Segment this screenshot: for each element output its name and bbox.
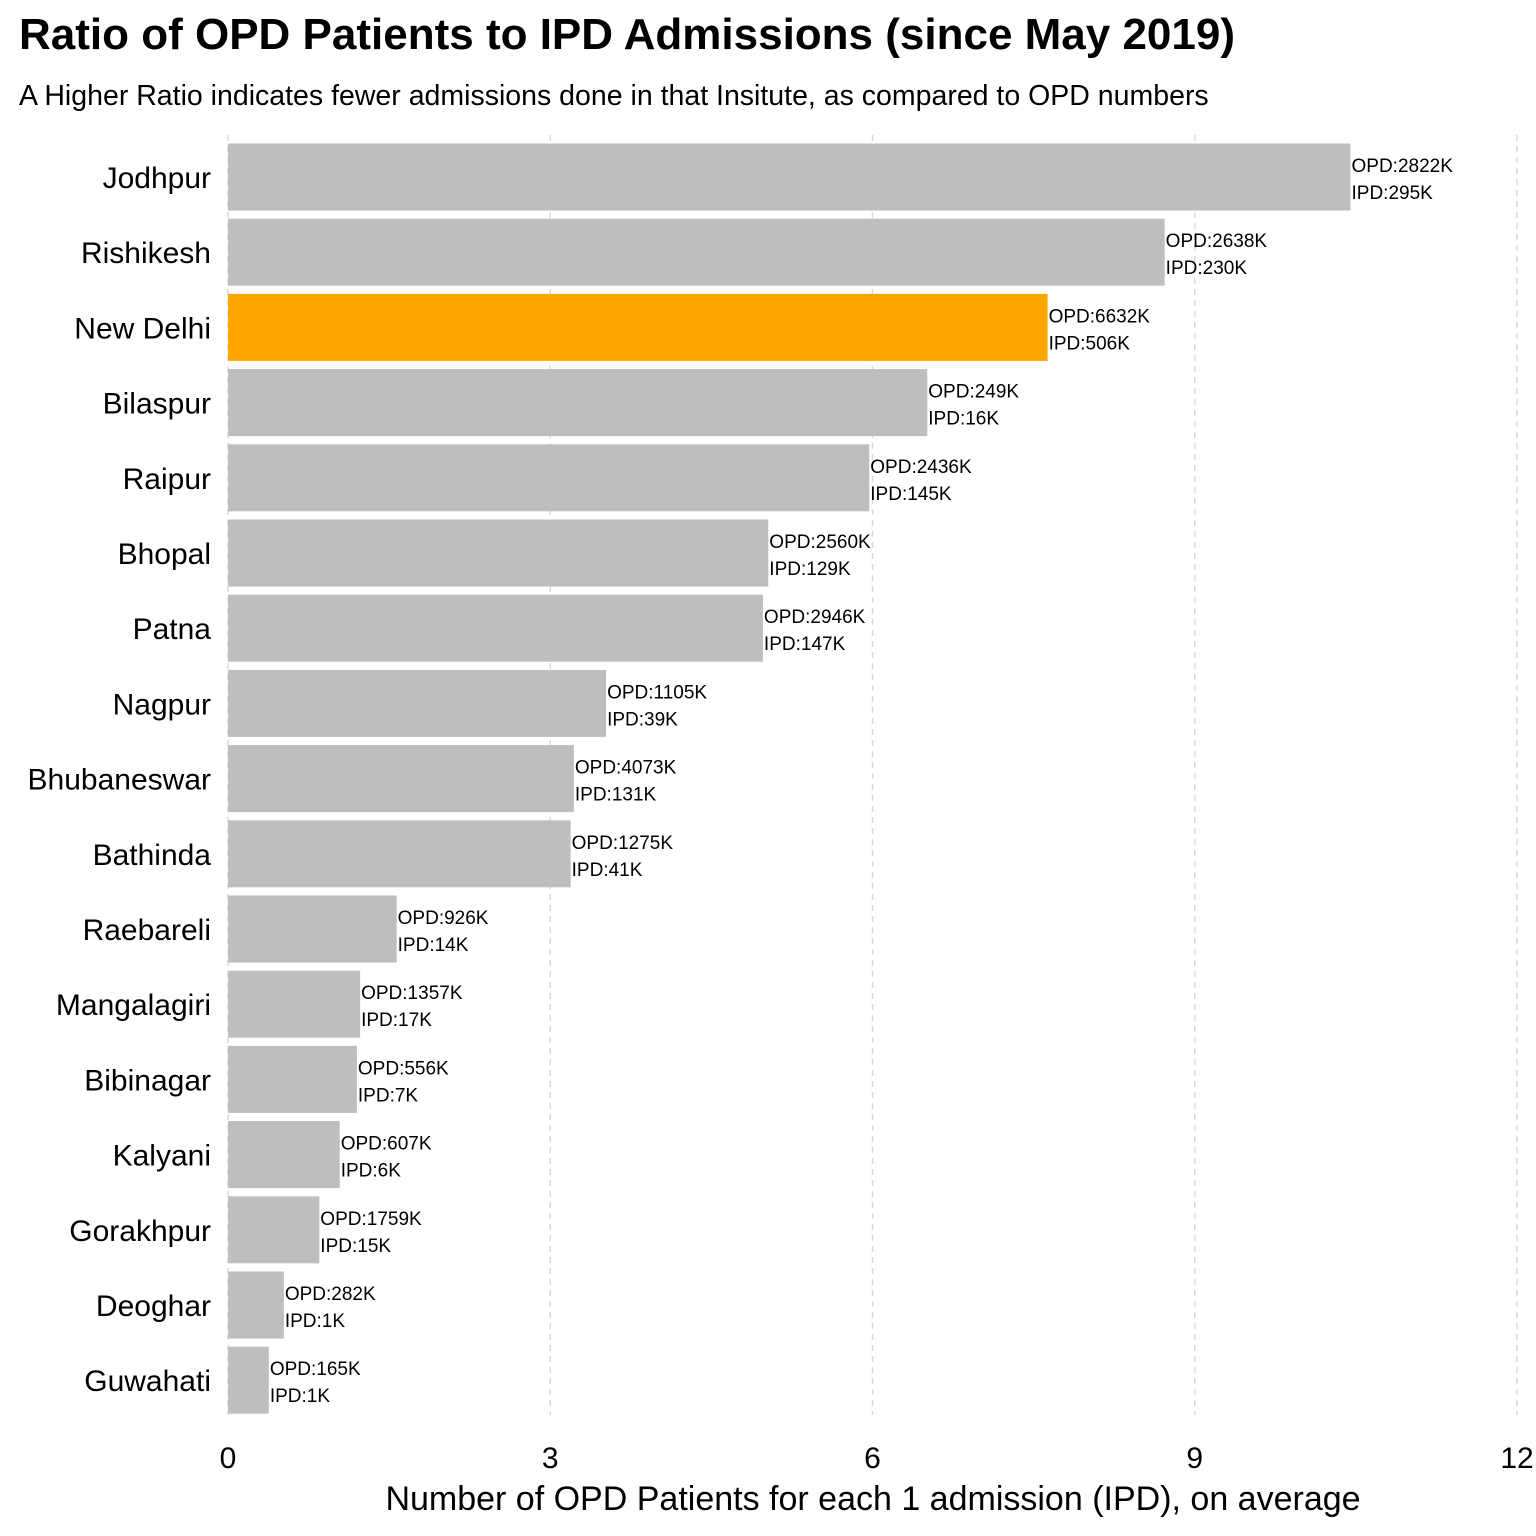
ipd-label: IPD:230K [1166, 258, 1248, 279]
bar [228, 820, 571, 888]
bar [228, 594, 763, 662]
category-label: Guwahati [84, 1365, 211, 1398]
x-tick-label: 12 [1500, 1442, 1533, 1475]
opd-label: OPD:249K [928, 382, 1019, 403]
ipd-label: IPD:1K [285, 1311, 346, 1332]
bar [228, 1045, 357, 1113]
x-tick-label: 6 [864, 1442, 881, 1475]
ipd-label: IPD:1K [270, 1386, 331, 1407]
bar [228, 519, 769, 587]
ipd-label: IPD:147K [764, 634, 846, 655]
ipd-label: IPD:41K [572, 860, 643, 881]
ipd-label: IPD:15K [320, 1236, 391, 1257]
x-axis-ticks: 0 3 6 9 12 [220, 1442, 1534, 1475]
ipd-label: IPD:131K [575, 785, 657, 806]
category-label: Raipur [123, 463, 211, 496]
opd-label: OPD:1275K [572, 833, 674, 854]
bar [228, 218, 1165, 286]
bar-labels: OPD:2822K IPD:295K OPD:2638K IPD:230K OPD:66… [270, 156, 1453, 1407]
bar [228, 745, 574, 813]
opd-label: OPD:2638K [1166, 231, 1268, 252]
ipd-label: IPD:7K [358, 1085, 419, 1106]
opd-label: OPD:2560K [769, 532, 871, 553]
ipd-label: IPD:506K [1049, 333, 1131, 354]
ipd-label: IPD:17K [361, 1010, 432, 1031]
category-label: Bibinagar [84, 1064, 211, 1097]
category-label: Jodhpur [103, 162, 211, 195]
opd-label: OPD:1357K [361, 983, 463, 1004]
x-tick-label: 9 [1186, 1442, 1203, 1475]
opd-label: OPD:165K [270, 1359, 361, 1380]
x-tick-label: 0 [220, 1442, 237, 1475]
category-label: Kalyani [113, 1140, 211, 1173]
bar [228, 669, 607, 737]
ipd-label: IPD:39K [607, 709, 678, 730]
bar [228, 143, 1351, 211]
opd-label: OPD:282K [285, 1284, 376, 1305]
bar [228, 444, 870, 512]
opd-label: OPD:2436K [870, 457, 972, 478]
x-tick-label: 3 [542, 1442, 559, 1475]
category-labels: Jodhpur Rishikesh New Delhi Bilaspur Raipur B… [28, 162, 212, 1398]
chart-subtitle: A Higher Ratio indicates fewer admission… [19, 80, 1209, 112]
category-label: Patna [133, 613, 212, 646]
bar [228, 1196, 320, 1264]
bar [228, 1271, 284, 1339]
bars [228, 143, 1351, 1414]
category-label: Bilaspur [103, 388, 211, 421]
bar [228, 970, 361, 1038]
category-label: Raebareli [83, 914, 211, 947]
opd-label: OPD:1105K [607, 682, 707, 703]
category-label: Nagpur [113, 688, 211, 721]
opd-label: OPD:607K [341, 1134, 432, 1155]
x-axis-title: Number of OPD Patients for each 1 admiss… [385, 1480, 1360, 1518]
bar [228, 1346, 269, 1414]
category-label: Mangalagiri [56, 989, 211, 1022]
category-label: Bhopal [118, 538, 211, 571]
category-label: Deoghar [96, 1290, 211, 1323]
bar [228, 895, 397, 963]
ipd-label: IPD:16K [928, 409, 999, 430]
ipd-label: IPD:129K [769, 559, 851, 580]
opd-label: OPD:6632K [1049, 306, 1151, 327]
opd-label: OPD:556K [358, 1058, 449, 1079]
ipd-label: IPD:14K [398, 935, 469, 956]
category-label: New Delhi [74, 312, 211, 345]
ipd-label: IPD:295K [1352, 183, 1434, 204]
chart-title: Ratio of OPD Patients to IPD Admissions … [19, 10, 1235, 59]
opd-label: OPD:1759K [320, 1209, 422, 1230]
bar [228, 1121, 340, 1189]
bar [228, 369, 928, 437]
opd-label: OPD:2822K [1352, 156, 1454, 177]
category-label: Bathinda [93, 839, 212, 872]
opd-label: OPD:4073K [575, 758, 677, 779]
opd-label: OPD:2946K [764, 607, 866, 628]
bar [228, 293, 1048, 361]
ipd-label: IPD:145K [870, 484, 952, 505]
category-label: Gorakhpur [69, 1215, 211, 1248]
ipd-label: IPD:6K [341, 1161, 402, 1182]
category-label: Rishikesh [81, 237, 211, 270]
opd-label: OPD:926K [398, 908, 489, 929]
category-label: Bhubaneswar [28, 764, 211, 797]
